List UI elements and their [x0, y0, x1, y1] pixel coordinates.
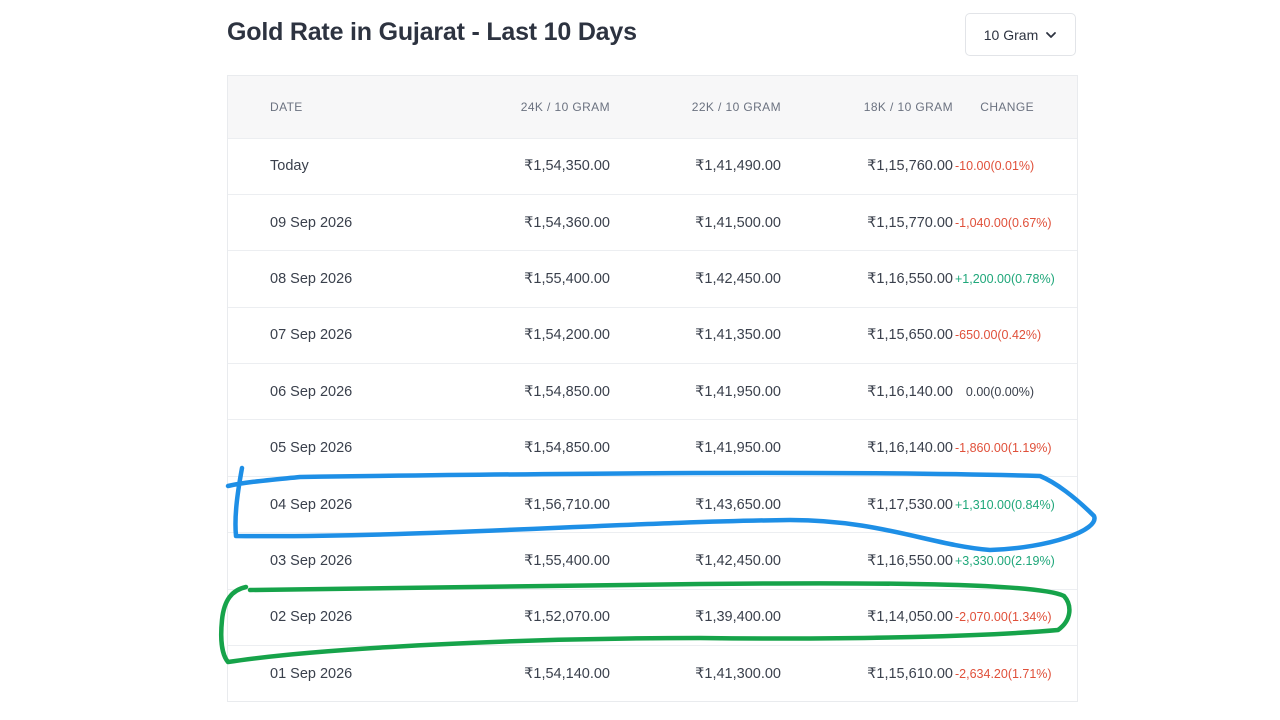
cell-22k: ₹1,42,450.00 [695, 552, 781, 569]
cell-22k: ₹1,41,950.00 [695, 383, 781, 400]
cell-24k: ₹1,54,140.00 [524, 665, 610, 682]
cell-18k: ₹1,15,770.00 [867, 214, 953, 231]
chevron-down-icon [1046, 31, 1057, 38]
cell-date: 08 Sep 2026 [270, 270, 353, 287]
cell-24k: ₹1,54,350.00 [524, 158, 610, 175]
table-row: 08 Sep 2026 ₹1,55,400.00 ₹1,42,450.00 ₹1… [228, 250, 1077, 307]
cell-22k: ₹1,43,650.00 [695, 496, 781, 513]
cell-date: 07 Sep 2026 [270, 327, 353, 344]
cell-22k: ₹1,41,500.00 [695, 214, 781, 231]
cell-18k: ₹1,16,550.00 [867, 270, 953, 287]
unit-dropdown[interactable]: 10 Gram [965, 13, 1076, 56]
table-row: 07 Sep 2026 ₹1,54,200.00 ₹1,41,350.00 ₹1… [228, 307, 1077, 363]
cell-24k: ₹1,55,400.00 [524, 552, 610, 569]
cell-22k: ₹1,39,400.00 [695, 609, 781, 626]
cell-date: 09 Sep 2026 [270, 214, 353, 231]
unit-dropdown-value: 10 Gram [983, 26, 1039, 43]
cell-change: +1,200.00(0.78%) [955, 271, 1055, 286]
gold-rate-table: DATE 24K / 10 GRAM 22K / 10 GRAM 18K / 1… [227, 75, 1078, 702]
cell-22k: ₹1,41,300.00 [695, 665, 781, 682]
cell-date: 01 Sep 2026 [270, 665, 353, 682]
cell-date: 06 Sep 2026 [270, 383, 353, 400]
header-22k: 22K / 10 GRAM [691, 99, 781, 114]
cell-date: 02 Sep 2026 [270, 609, 353, 626]
cell-date: 03 Sep 2026 [270, 552, 353, 569]
cell-date: Today [270, 158, 309, 175]
cell-18k: ₹1,14,050.00 [867, 609, 953, 626]
table-row: 05 Sep 2026 ₹1,54,850.00 ₹1,41,950.00 ₹1… [228, 419, 1077, 476]
cell-22k: ₹1,41,950.00 [695, 440, 781, 457]
cell-24k: ₹1,52,070.00 [524, 609, 610, 626]
cell-22k: ₹1,42,450.00 [695, 270, 781, 287]
page-title: Gold Rate in Gujarat - Last 10 Days [227, 18, 637, 46]
table-row: 06 Sep 2026 ₹1,54,850.00 ₹1,41,950.00 ₹1… [228, 363, 1077, 420]
cell-change: -10.00(0.01%) [955, 159, 1035, 174]
cell-18k: ₹1,16,140.00 [867, 440, 953, 457]
cell-date: 05 Sep 2026 [270, 440, 353, 457]
cell-24k: ₹1,56,710.00 [524, 496, 610, 513]
cell-22k: ₹1,41,490.00 [695, 158, 781, 175]
cell-change: -2,634.20(1.71%) [955, 666, 1052, 681]
cell-18k: ₹1,15,650.00 [867, 327, 953, 344]
table-row: 02 Sep 2026 ₹1,52,070.00 ₹1,39,400.00 ₹1… [228, 589, 1077, 645]
cell-24k: ₹1,54,200.00 [524, 327, 610, 344]
header-24k: 24K / 10 GRAM [520, 99, 610, 114]
table-row: 01 Sep 2026 ₹1,54,140.00 ₹1,41,300.00 ₹1… [228, 645, 1077, 702]
cell-24k: ₹1,55,400.00 [524, 270, 610, 287]
cell-change: +3,330.00(2.19%) [955, 553, 1055, 568]
table-header-row: DATE 24K / 10 GRAM 22K / 10 GRAM 18K / 1… [228, 76, 1077, 138]
cell-18k: ₹1,17,530.00 [867, 496, 953, 513]
cell-change: -650.00(0.42%) [955, 328, 1042, 343]
header-date: DATE [270, 99, 303, 114]
cell-change: +1,310.00(0.84%) [955, 497, 1055, 512]
cell-change: -2,070.00(1.34%) [955, 610, 1052, 625]
cell-change: -1,860.00(1.19%) [955, 441, 1052, 456]
cell-date: 04 Sep 2026 [270, 496, 353, 513]
cell-18k: ₹1,16,140.00 [867, 383, 953, 400]
cell-18k: ₹1,15,610.00 [867, 665, 953, 682]
cell-18k: ₹1,16,550.00 [867, 552, 953, 569]
table-body: Today ₹1,54,350.00 ₹1,41,490.00 ₹1,15,76… [228, 138, 1077, 702]
cell-24k: ₹1,54,360.00 [524, 214, 610, 231]
cell-change: -1,040.00(0.67%) [955, 215, 1052, 230]
cell-change: 0.00(0.00%) [965, 384, 1034, 399]
table-row: Today ₹1,54,350.00 ₹1,41,490.00 ₹1,15,76… [228, 138, 1077, 194]
cell-18k: ₹1,15,760.00 [867, 158, 953, 175]
cell-24k: ₹1,54,850.00 [524, 440, 610, 457]
table-row: 09 Sep 2026 ₹1,54,360.00 ₹1,41,500.00 ₹1… [228, 194, 1077, 250]
table-row: 03 Sep 2026 ₹1,55,400.00 ₹1,42,450.00 ₹1… [228, 532, 1077, 589]
header-18k: 18K / 10 GRAM [863, 99, 953, 114]
cell-22k: ₹1,41,350.00 [695, 327, 781, 344]
cell-24k: ₹1,54,850.00 [524, 383, 610, 400]
table-row: 04 Sep 2026 ₹1,56,710.00 ₹1,43,650.00 ₹1… [228, 476, 1077, 532]
header-change: CHANGE [980, 99, 1034, 114]
